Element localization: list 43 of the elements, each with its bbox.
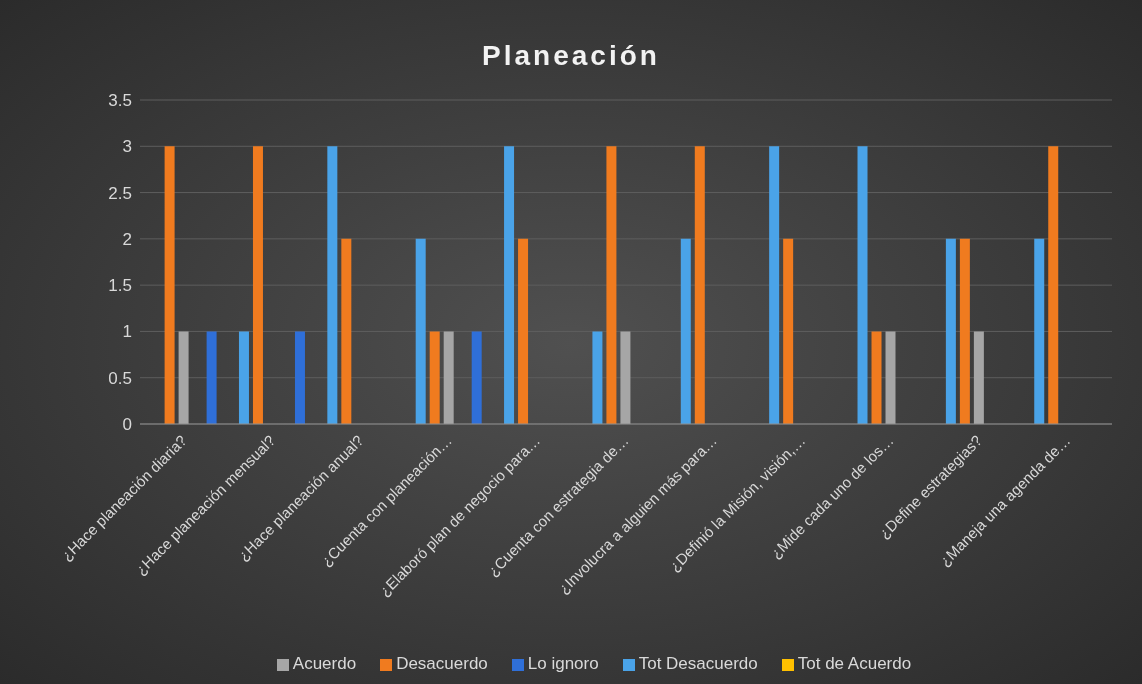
bar (871, 331, 882, 424)
bar (429, 331, 440, 424)
bar (973, 331, 984, 424)
bar (504, 146, 515, 424)
bar (694, 146, 705, 424)
bar (252, 146, 263, 424)
bar (518, 238, 529, 424)
bar (471, 331, 482, 424)
bar (620, 331, 631, 424)
bar (1034, 238, 1045, 424)
y-tick-label: 2 (122, 229, 132, 249)
chart-title: Planeación (481, 40, 661, 72)
y-tick-label: 1 (122, 322, 132, 342)
bar (592, 331, 603, 424)
bar (164, 146, 175, 424)
legend-label: Tot de Acuerdo (797, 654, 912, 673)
y-tick-label: 3 (122, 137, 132, 157)
bar (885, 331, 896, 424)
legend-label: Tot Desacuerdo (638, 654, 758, 673)
bar (341, 238, 352, 424)
bar (415, 238, 426, 424)
legend-label: Desacuerdo (396, 654, 488, 673)
bar (178, 331, 189, 424)
bar (327, 146, 338, 424)
y-tick-label: 3.5 (108, 91, 132, 111)
y-tick-label: 0 (122, 415, 132, 435)
bar (294, 331, 305, 424)
y-tick-label: 1.5 (108, 276, 132, 296)
y-tick-label: 2.5 (108, 183, 132, 203)
bar (945, 238, 956, 424)
bar (857, 146, 868, 424)
bar (606, 146, 617, 424)
bar (238, 331, 249, 424)
legend-label: Lo ignoro (527, 654, 599, 673)
legend-label: Acuerdo (292, 654, 357, 673)
bar (783, 238, 794, 424)
bar (769, 146, 780, 424)
bar (443, 331, 454, 424)
bar (680, 238, 691, 424)
bar (1048, 146, 1059, 424)
bar (959, 238, 970, 424)
y-tick-label: 0.5 (108, 368, 132, 388)
bar (206, 331, 217, 424)
